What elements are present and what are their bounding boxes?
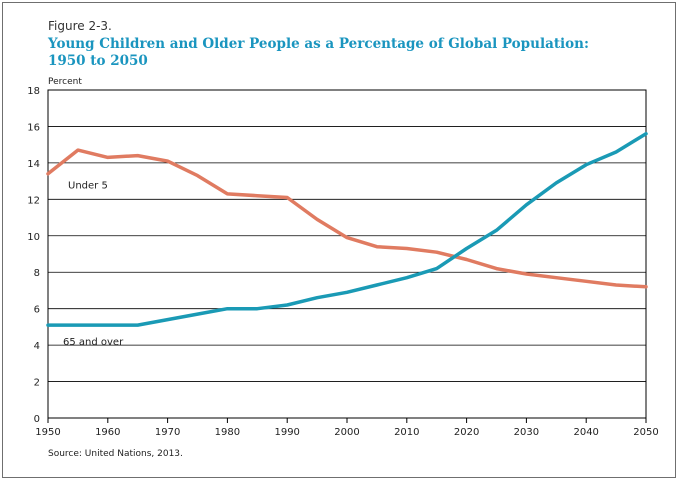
y-tick-label-2: 2 <box>34 378 40 389</box>
y-tick-label-4: 4 <box>34 341 40 352</box>
x-tick-label-1950: 1950 <box>35 427 60 438</box>
plot-border <box>47 89 647 419</box>
y-tick-label-6: 6 <box>34 305 40 316</box>
x-tick-label-2010: 2010 <box>394 427 419 438</box>
series-label-65-and-over: 65 and over <box>63 337 124 348</box>
y-tick-label-16: 16 <box>27 122 40 133</box>
x-tick-label-2050: 2050 <box>633 427 658 438</box>
axes: 0 2 4 6 8 10 12 14 16 18 1950 1960 1970 1980 1990 2000 2… <box>27 77 658 438</box>
y-tick-label-14: 14 <box>27 159 40 170</box>
y-tick-label-8: 8 <box>34 268 40 279</box>
y-tick-label-18: 18 <box>27 86 40 97</box>
figure-frame <box>2 2 676 478</box>
x-tick-label-2000: 2000 <box>334 427 359 438</box>
figure-label: Figure 2-3. <box>48 19 112 33</box>
series-labels: Under 5 65 and over <box>63 180 124 348</box>
x-tick-label-1970: 1970 <box>155 427 180 438</box>
figure-title: Young Children and Older People as a Per… <box>48 36 648 70</box>
series-line-under-5 <box>46 148 648 289</box>
x-tick-label-2020: 2020 <box>454 427 479 438</box>
figure-title-line-2: 1950 to 2050 <box>48 53 148 69</box>
y-tick-label-12: 12 <box>27 195 40 206</box>
x-tick-label-2040: 2040 <box>573 427 598 438</box>
x-tick-label-1990: 1990 <box>274 427 299 438</box>
y-tick-label-10: 10 <box>27 232 40 243</box>
series-line-65-and-over <box>46 131 648 327</box>
gridlines <box>48 126 646 382</box>
x-tick-label-1960: 1960 <box>95 427 120 438</box>
series-lines <box>46 131 648 327</box>
y-axis-label: Percent <box>48 77 82 87</box>
x-tick-label-1980: 1980 <box>215 427 240 438</box>
y-tick-label-0: 0 <box>34 414 40 425</box>
series-label-under-5: Under 5 <box>68 180 108 191</box>
figure-title-line-1: Young Children and Older People as a Per… <box>48 36 589 52</box>
x-tick-label-2030: 2030 <box>514 427 539 438</box>
source-note: Source: United Nations, 2013. <box>48 449 183 459</box>
